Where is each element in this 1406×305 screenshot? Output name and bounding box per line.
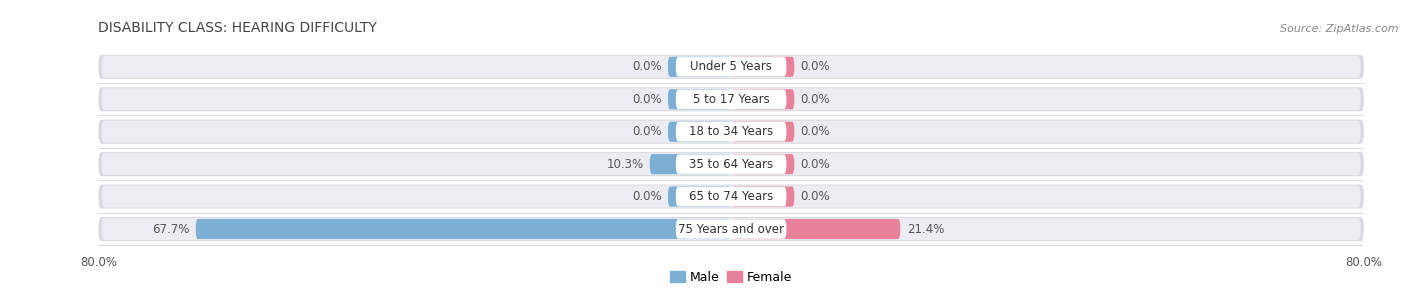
FancyBboxPatch shape [101, 185, 1361, 208]
Text: 65 to 74 Years: 65 to 74 Years [689, 190, 773, 203]
FancyBboxPatch shape [731, 219, 900, 239]
FancyBboxPatch shape [676, 187, 786, 206]
Text: 0.0%: 0.0% [800, 93, 831, 106]
Text: 0.0%: 0.0% [631, 190, 661, 203]
Text: Source: ZipAtlas.com: Source: ZipAtlas.com [1281, 24, 1399, 34]
Legend: Male, Female: Male, Female [665, 266, 797, 289]
FancyBboxPatch shape [731, 122, 794, 142]
FancyBboxPatch shape [668, 187, 731, 206]
FancyBboxPatch shape [195, 219, 731, 239]
FancyBboxPatch shape [668, 57, 731, 77]
Text: 5 to 17 Years: 5 to 17 Years [693, 93, 769, 106]
Text: 0.0%: 0.0% [631, 93, 661, 106]
FancyBboxPatch shape [731, 154, 794, 174]
FancyBboxPatch shape [668, 122, 731, 142]
FancyBboxPatch shape [731, 57, 794, 77]
FancyBboxPatch shape [98, 185, 1364, 209]
Text: 35 to 64 Years: 35 to 64 Years [689, 158, 773, 170]
FancyBboxPatch shape [676, 219, 786, 239]
FancyBboxPatch shape [731, 187, 794, 206]
FancyBboxPatch shape [650, 154, 731, 174]
Text: 0.0%: 0.0% [800, 60, 831, 73]
Text: 0.0%: 0.0% [800, 190, 831, 203]
FancyBboxPatch shape [676, 122, 786, 142]
FancyBboxPatch shape [676, 154, 786, 174]
FancyBboxPatch shape [101, 56, 1361, 78]
FancyBboxPatch shape [676, 57, 786, 77]
Text: 0.0%: 0.0% [800, 158, 831, 170]
FancyBboxPatch shape [98, 55, 1364, 79]
FancyBboxPatch shape [98, 152, 1364, 176]
FancyBboxPatch shape [676, 90, 786, 109]
FancyBboxPatch shape [98, 87, 1364, 111]
Text: 0.0%: 0.0% [800, 125, 831, 138]
Text: 75 Years and over: 75 Years and over [678, 223, 785, 235]
FancyBboxPatch shape [98, 217, 1364, 241]
FancyBboxPatch shape [101, 153, 1361, 175]
FancyBboxPatch shape [101, 88, 1361, 110]
Text: 67.7%: 67.7% [152, 223, 190, 235]
FancyBboxPatch shape [668, 89, 731, 109]
Text: Under 5 Years: Under 5 Years [690, 60, 772, 73]
Text: 0.0%: 0.0% [631, 60, 661, 73]
Text: 21.4%: 21.4% [907, 223, 943, 235]
FancyBboxPatch shape [101, 121, 1361, 143]
FancyBboxPatch shape [101, 218, 1361, 240]
Text: 18 to 34 Years: 18 to 34 Years [689, 125, 773, 138]
Text: DISABILITY CLASS: HEARING DIFFICULTY: DISABILITY CLASS: HEARING DIFFICULTY [98, 21, 377, 35]
FancyBboxPatch shape [731, 89, 794, 109]
FancyBboxPatch shape [98, 120, 1364, 144]
Text: 10.3%: 10.3% [606, 158, 644, 170]
Text: 0.0%: 0.0% [631, 125, 661, 138]
